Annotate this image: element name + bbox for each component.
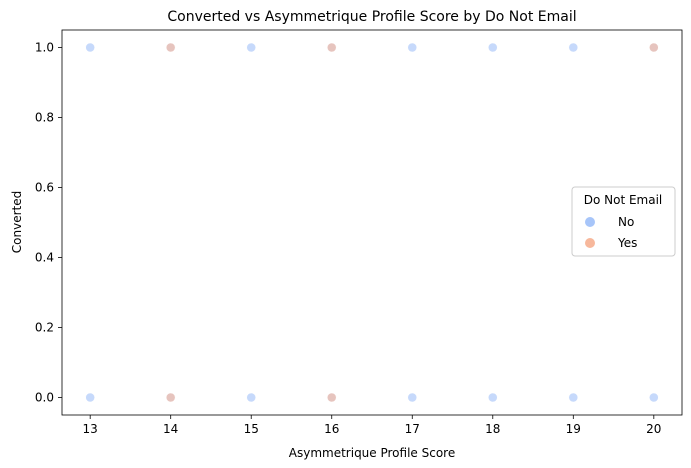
data-point-no-6 — [568, 42, 579, 53]
data-point-yes-0 — [165, 42, 176, 53]
x-tick-label-17: 17 — [405, 422, 420, 436]
data-point-no-15 — [649, 392, 659, 403]
x-axis-ticks: 13 14 15 16 17 18 19 20 — [83, 415, 661, 436]
y-tick-label-2: 0.4 — [35, 251, 54, 265]
legend-label-yes: Yes — [617, 236, 637, 250]
data-points — [85, 42, 659, 403]
data-point-no-2 — [246, 42, 256, 53]
data-point-no-10 — [246, 392, 256, 403]
x-tick-label-16: 16 — [324, 422, 339, 436]
y-axis-ticks: 0.0 0.2 0.4 0.6 0.8 1.0 — [35, 41, 62, 405]
x-tick-label-14: 14 — [163, 422, 178, 436]
data-point-no-12 — [407, 392, 418, 403]
data-point-no-14 — [568, 392, 579, 403]
data-point-yes-3 — [165, 392, 176, 403]
data-point-no-5 — [488, 42, 498, 53]
legend-label-no: No — [618, 215, 634, 229]
data-point-yes-4 — [326, 392, 337, 403]
legend-title: Do Not Email — [584, 193, 663, 207]
data-point-no-0 — [85, 42, 95, 53]
data-point-no-4 — [407, 42, 418, 53]
y-axis-label: Converted — [10, 191, 24, 253]
chart-title: Converted vs Asymmetrique Profile Score … — [167, 9, 576, 25]
data-point-no-8 — [85, 392, 95, 403]
legend-marker-yes — [585, 238, 595, 248]
x-tick-label-18: 18 — [485, 422, 500, 436]
data-point-yes-2 — [649, 42, 659, 53]
legend-marker-no — [585, 217, 595, 227]
data-point-yes-1 — [326, 42, 337, 53]
data-point-no-13 — [488, 392, 498, 403]
y-tick-label-0: 0.0 — [35, 391, 54, 405]
x-tick-label-19: 19 — [566, 422, 581, 436]
x-axis-label: Asymmetrique Profile Score — [289, 446, 455, 460]
legend-box — [571, 186, 676, 257]
legend: Do Not Email No Yes — [571, 186, 676, 257]
y-tick-label-5: 1.0 — [35, 41, 54, 55]
y-tick-label-4: 0.8 — [35, 111, 54, 125]
x-tick-label-13: 13 — [83, 422, 98, 436]
y-tick-label-1: 0.2 — [35, 321, 54, 335]
y-tick-label-3: 0.6 — [35, 181, 54, 195]
x-tick-label-15: 15 — [244, 422, 259, 436]
x-tick-label-20: 20 — [646, 422, 661, 436]
